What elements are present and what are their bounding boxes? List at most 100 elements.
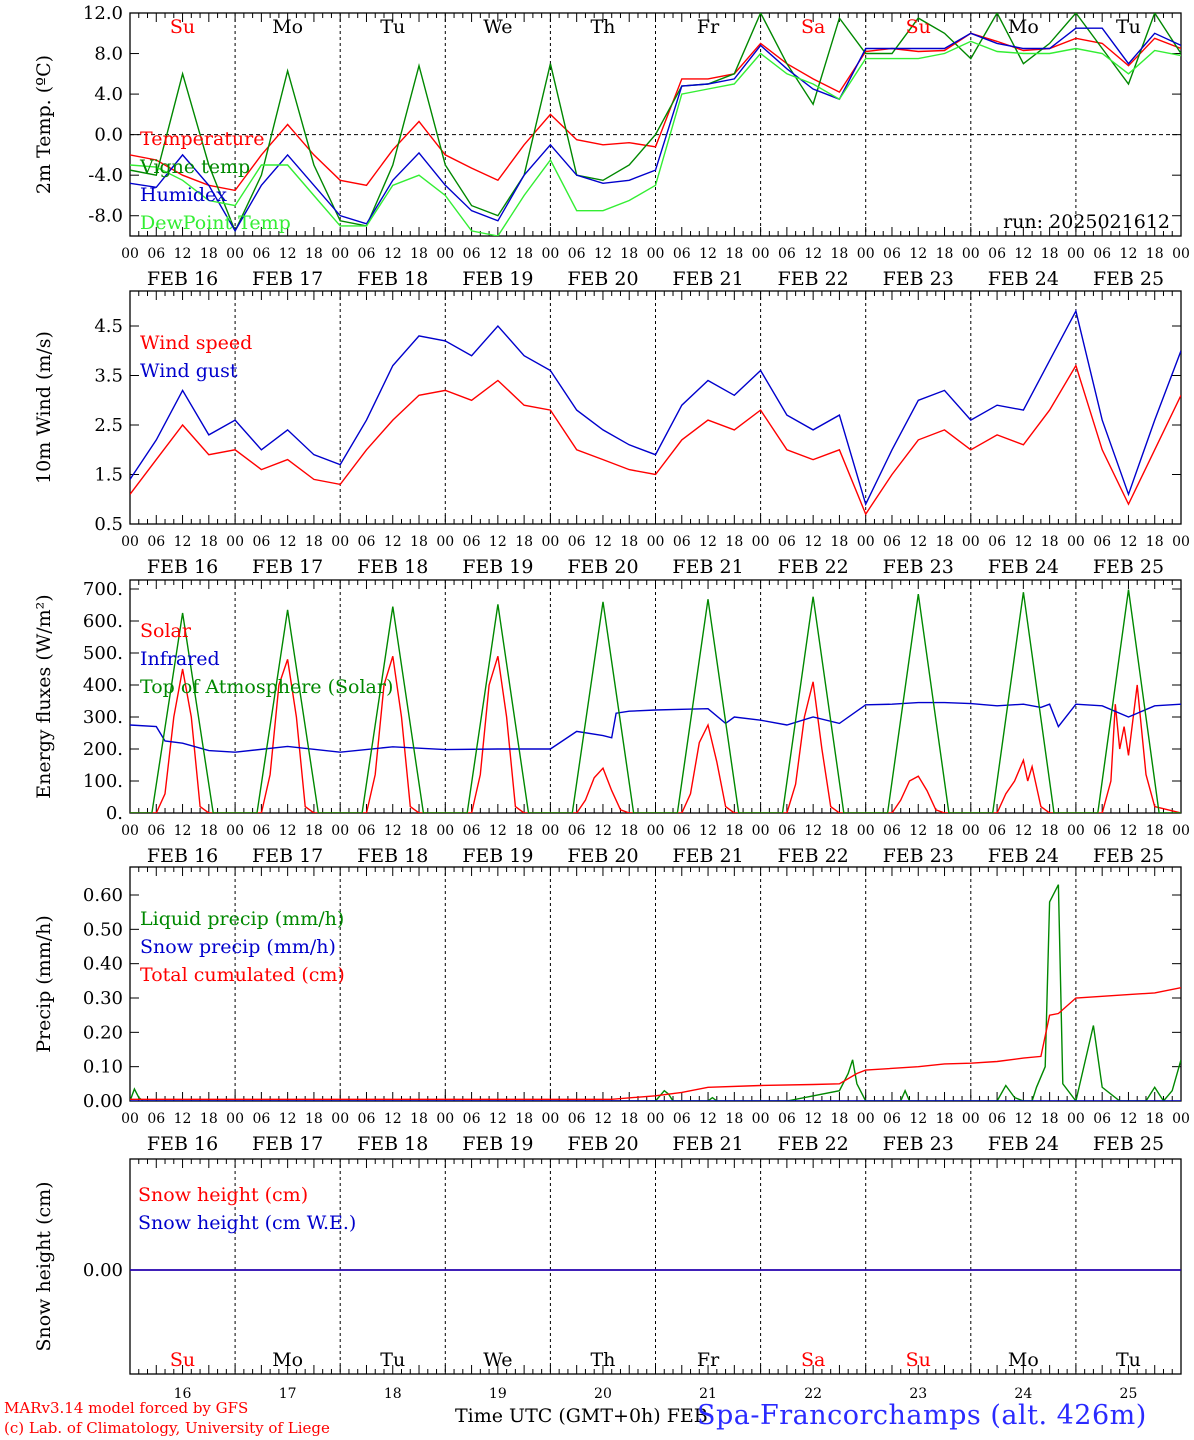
hour-tick-label: 06: [463, 823, 481, 839]
y-tick-label: 0.40: [83, 954, 123, 975]
y-tick-label: 400.: [83, 675, 123, 696]
hour-tick-label: 12: [1014, 823, 1032, 839]
hour-tick-label: 18: [620, 246, 638, 262]
hour-tick-label: 00: [962, 1111, 980, 1127]
hour-tick-label: 00: [962, 534, 980, 550]
weekday-label: Su: [906, 16, 931, 38]
hour-tick-label: 12: [909, 823, 927, 839]
hour-tick-label: 00: [226, 534, 244, 550]
y-axis-label: 2m Temp. (ºC): [33, 55, 55, 194]
legend-entry: Humidex: [140, 184, 227, 206]
y-tick-label: 0.: [106, 803, 123, 824]
day-number-label: 19: [489, 1386, 507, 1402]
hour-tick-label: 12: [804, 1111, 822, 1127]
hour-tick-label: 00: [1172, 823, 1190, 839]
date-label: FEB 21: [672, 845, 743, 867]
hour-tick-label: 00: [962, 823, 980, 839]
y-tick-label: 0.00: [83, 1260, 123, 1281]
date-label: FEB 17: [252, 845, 323, 867]
y-tick-label: -8.0: [88, 206, 123, 227]
y-axis-label: Energy fluxes (W/m²): [33, 594, 55, 798]
day-number-label: 16: [174, 1386, 192, 1402]
legend-entry: Total cumulated (cm): [140, 964, 345, 986]
hour-tick-label: 18: [936, 1111, 954, 1127]
y-axis-label: Precip (mm/h): [33, 915, 55, 1053]
hour-tick-label: 00: [857, 1111, 875, 1127]
date-label: FEB 23: [883, 268, 954, 290]
date-label: FEB 23: [883, 556, 954, 578]
hour-tick-label: 18: [620, 823, 638, 839]
hour-tick-label: 18: [305, 823, 323, 839]
weekday-label: Tu: [380, 16, 405, 38]
bottom-weekday-label: Mo: [1008, 1349, 1039, 1371]
hour-tick-label: 12: [279, 823, 297, 839]
day-number-label: 25: [1120, 1386, 1138, 1402]
hour-tick-label: 18: [515, 246, 533, 262]
date-label: FEB 25: [1093, 1133, 1164, 1155]
hour-tick-label: 00: [436, 1111, 454, 1127]
hour-tick-label: 12: [1120, 534, 1138, 550]
solar-line: [130, 655, 1181, 813]
date-label: FEB 25: [1093, 268, 1164, 290]
y-tick-label: 0.60: [83, 885, 123, 906]
hour-tick-label: 06: [988, 534, 1006, 550]
hour-tick-label: 18: [1041, 823, 1059, 839]
date-label: FEB 18: [357, 268, 428, 290]
hour-tick-label: 00: [226, 246, 244, 262]
run-label: run: 2025021612: [1003, 211, 1170, 233]
y-tick-label: 12.0: [83, 3, 123, 24]
date-label: FEB 25: [1093, 845, 1164, 867]
hour-tick-label: 12: [489, 534, 507, 550]
date-label: FEB 19: [462, 1133, 533, 1155]
hour-tick-label: 00: [331, 534, 349, 550]
date-label: FEB 23: [883, 1133, 954, 1155]
y-tick-label: 0.10: [83, 1057, 123, 1078]
hour-tick-label: 18: [725, 1111, 743, 1127]
day-number-label: 23: [909, 1386, 927, 1402]
hour-tick-label: 06: [1093, 534, 1111, 550]
hour-tick-label: 06: [778, 823, 796, 839]
hour-tick-label: 00: [752, 823, 770, 839]
hour-tick-label: 18: [936, 534, 954, 550]
hour-tick-label: 12: [279, 534, 297, 550]
hour-tick-label: 18: [200, 1111, 218, 1127]
hour-tick-label: 18: [1041, 246, 1059, 262]
hour-tick-label: 12: [1120, 246, 1138, 262]
date-label: FEB 18: [357, 556, 428, 578]
hour-tick-label: 12: [699, 246, 717, 262]
hour-tick-label: 18: [410, 246, 428, 262]
wind-panel: 10m Wind (m/s) 4.5 3.5 2.5 1.5 0.5 Wind speed W…: [33, 290, 1190, 578]
hour-tick-label: 00: [541, 1111, 559, 1127]
x-axis-title: Time UTC (GMT+0h) FEB: [455, 1405, 708, 1427]
bottom-weekday-label: Th: [590, 1349, 615, 1371]
hour-tick-label: 06: [147, 823, 165, 839]
hour-tick-label: 06: [252, 246, 270, 262]
date-label: FEB 17: [252, 1133, 323, 1155]
hour-tick-label: 12: [384, 823, 402, 839]
hour-tick-label: 00: [541, 823, 559, 839]
hour-tick-label: 00: [857, 823, 875, 839]
y-axis-label: Snow height (cm): [33, 1181, 55, 1351]
hour-tick-label: 18: [410, 1111, 428, 1127]
credit-lab: (c) Lab. of Climatology, University of L…: [4, 1419, 330, 1437]
total-cumulated-line: [130, 987, 1181, 1101]
hour-tick-label: 06: [1093, 823, 1111, 839]
legend-entry: Liquid precip (mm/h): [140, 908, 344, 930]
dewpoint-line: [130, 40, 1181, 236]
hour-tick-label: 18: [305, 1111, 323, 1127]
hour-tick-label: 18: [515, 534, 533, 550]
weekday-label: Fr: [697, 16, 720, 38]
hour-tick-label: 12: [279, 1111, 297, 1127]
y-tick-label: 0.0: [94, 125, 123, 146]
hour-tick-label: 18: [305, 534, 323, 550]
hour-tick-label: 12: [1014, 534, 1032, 550]
hour-tick-label: 00: [121, 1111, 139, 1127]
y-tick-label: 1.5: [94, 465, 123, 486]
legend-entry: Wind speed: [140, 332, 252, 354]
hour-tick-label: 06: [358, 1111, 376, 1127]
hour-tick-label: 12: [594, 823, 612, 839]
hour-tick-label: 12: [1120, 823, 1138, 839]
hour-tick-label: 00: [331, 1111, 349, 1127]
hour-tick-label: 00: [1172, 1111, 1190, 1127]
